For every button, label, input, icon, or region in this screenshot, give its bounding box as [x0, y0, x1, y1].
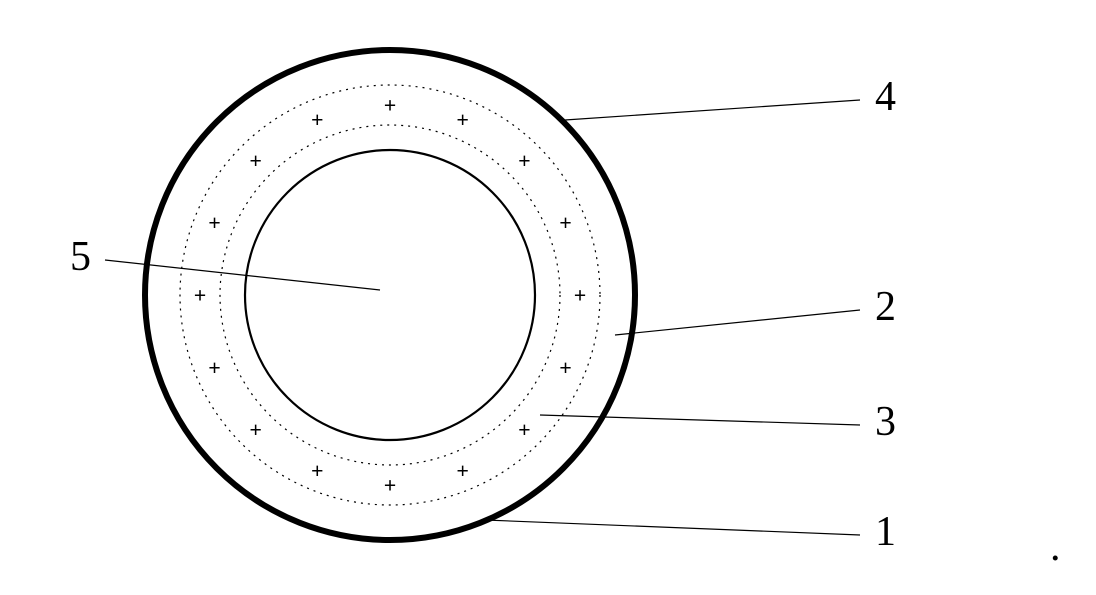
cross-marker: +	[208, 355, 221, 380]
cross-marker: +	[456, 107, 469, 132]
ring-mid_outer	[180, 85, 600, 505]
trailing-period: .	[1050, 524, 1061, 570]
cross-marker: +	[249, 148, 262, 173]
ring-outer	[145, 50, 635, 540]
callout-label-2: 2	[875, 284, 896, 330]
cross-marker: +	[518, 417, 531, 442]
cross-marker: +	[249, 417, 262, 442]
leader-2	[615, 310, 860, 335]
ring-inner	[245, 150, 535, 440]
cross-marker: +	[208, 210, 221, 235]
callout-label-3: 3	[875, 399, 896, 445]
callout-numbers: 1 2 3 4 5.	[70, 74, 1061, 570]
cross-section-diagram: + + + + + + + + + + + + + + + + 1 2 3 4 5.	[0, 0, 1096, 595]
leader-1	[485, 520, 860, 535]
cross-marker: +	[559, 210, 572, 235]
ring-mid_inner	[220, 125, 560, 465]
cross-markers-band: + + + + + + + + + + + + + + + +	[194, 93, 587, 498]
cross-marker: +	[194, 283, 207, 308]
cross-marker: +	[518, 148, 531, 173]
cross-marker: +	[559, 355, 572, 380]
cross-marker: +	[384, 473, 397, 498]
cross-marker: +	[311, 107, 324, 132]
cross-marker: +	[574, 283, 587, 308]
leader-4	[565, 100, 860, 120]
cross-marker: +	[311, 458, 324, 483]
leader-3	[540, 415, 860, 425]
callout-label-4: 4	[875, 74, 896, 120]
cross-marker: +	[384, 93, 397, 118]
callout-label-1: 1	[875, 509, 896, 555]
cross-marker: +	[456, 458, 469, 483]
concentric-rings	[145, 50, 635, 540]
callout-label-5: 5	[70, 234, 91, 280]
